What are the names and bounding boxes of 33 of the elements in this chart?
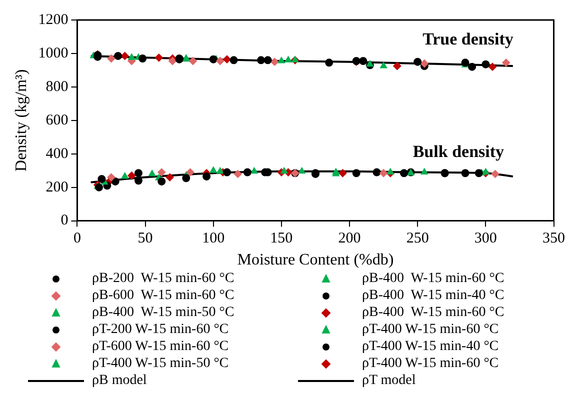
x-tick-label: 0 (73, 230, 81, 247)
legend-label: ρT-400 W-15 min-60 °C (362, 355, 499, 372)
x-tick-label: 50 (138, 230, 153, 247)
legend-label: ρT model (362, 372, 416, 389)
legend-label: ρT-600 W-15 min-60 °C (92, 338, 229, 355)
annotation: Bulk density (412, 142, 505, 161)
y-tick-label: 0 (60, 212, 68, 229)
legend-label: ρB-600 W-15 min-60 °C (92, 287, 234, 304)
y-axis-title: Density (kg/m³) (12, 69, 30, 172)
y-tick-label: 400 (46, 146, 68, 162)
annotation: True density (422, 29, 514, 48)
legend-label: ρT-200 W-15 min-60 °C (92, 321, 229, 338)
legend-label: ρB-400 W-15 min-50 °C (92, 304, 234, 321)
legend-label: ρB model (92, 372, 147, 389)
legend-label: ρB-400 W-15 min-60 °C (362, 304, 504, 321)
x-tick-label: 350 (542, 230, 565, 247)
legend-label: ρB-200 W-15 min-60 °C (92, 270, 234, 287)
y-tick-label: 600 (46, 112, 68, 128)
y-tick-label: 800 (46, 78, 68, 95)
x-axis-title: Moisture Content (%db) (237, 252, 394, 269)
y-tick-label: 200 (46, 179, 68, 196)
x-tick-label: 250 (406, 230, 429, 247)
legend-label: ρB-400 W-15 min-40 °C (362, 287, 504, 304)
legend-label: ρT-400 W-15 min-50 °C (92, 355, 229, 372)
y-tick-label: 1000 (38, 45, 68, 62)
x-tick-label: 150 (270, 230, 293, 247)
x-tick-label: 300 (474, 230, 497, 247)
legend-label: ρT-400 W-15 min-40 °C (362, 338, 499, 355)
legend-label: ρB-400 W-15 min-60 °C (362, 270, 504, 287)
x-tick-label: 200 (338, 230, 361, 247)
legend-label: ρT-400 W-15 min-60 °C (362, 321, 499, 338)
y-tick-label: 1200 (38, 12, 68, 28)
x-tick-label: 100 (202, 230, 225, 247)
